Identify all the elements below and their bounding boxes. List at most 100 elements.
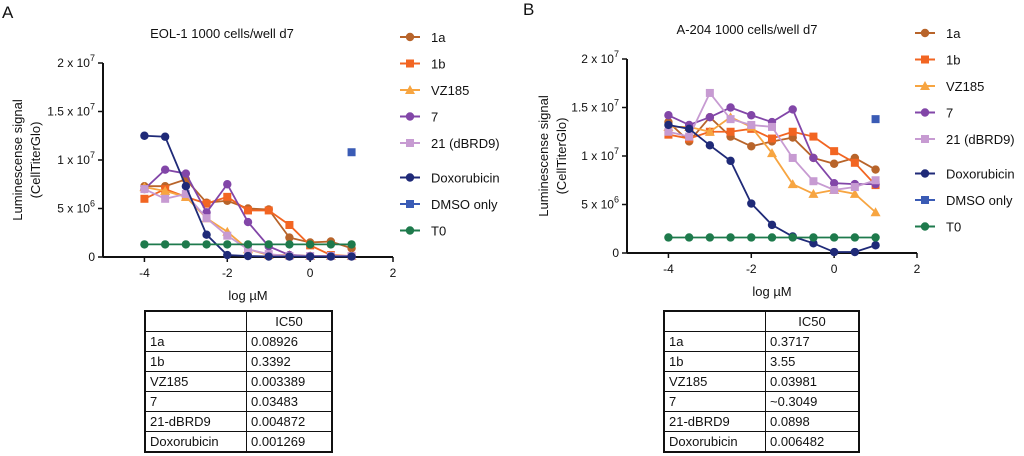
- panel-a: A EOL-1 1000 cells/well d7 -4 -2 0 2 0 5 x 106 1…: [2, 3, 500, 303]
- data-point: [726, 103, 735, 112]
- series-t0: [664, 233, 880, 242]
- legend-label: 21 (dBRD9): [431, 136, 500, 151]
- ic50-value: 0.08926: [246, 331, 333, 352]
- legend-entry: T0: [915, 220, 961, 235]
- data-point: [202, 230, 211, 239]
- data-point: [767, 148, 777, 158]
- ic50-value: 0.006482: [765, 431, 860, 453]
- data-point: [726, 233, 735, 242]
- series-7: [664, 103, 880, 189]
- compound-name: 1b: [663, 351, 766, 372]
- compound-name: 1a: [144, 331, 247, 352]
- compound-name: [144, 310, 247, 332]
- legend-label: 7: [946, 106, 953, 121]
- legend-label: DMSO only: [431, 197, 498, 212]
- data-point: [244, 245, 252, 254]
- data-point: [809, 239, 818, 248]
- legend-entry: 1b: [400, 57, 445, 72]
- legend-entry: 1b: [915, 53, 960, 68]
- data-point: [685, 132, 694, 141]
- ic50-value: 0.001269: [246, 431, 333, 453]
- x-tick-label: -2: [746, 262, 757, 276]
- data-point: [767, 233, 777, 242]
- legend-marker: [921, 135, 929, 143]
- y-tick-label: 5 x 106: [57, 199, 95, 216]
- data-point: [726, 156, 735, 166]
- data-point: [160, 186, 171, 196]
- y-tick-label: 2 x 107: [581, 49, 619, 66]
- data-point: [181, 169, 191, 178]
- data-point: [347, 240, 356, 249]
- series-line: [668, 116, 877, 213]
- data-point: [871, 176, 880, 185]
- data-point: [726, 115, 735, 124]
- data-point: [767, 220, 777, 230]
- table-row: 1a 0.3717: [663, 331, 860, 352]
- data-point: [244, 206, 252, 215]
- compound-name: 1b: [144, 351, 247, 372]
- data-point: [809, 177, 818, 186]
- data-point: [829, 159, 839, 168]
- data-point: [285, 252, 294, 261]
- ic50-value: IC50: [246, 310, 333, 332]
- data-point: [160, 132, 170, 141]
- legend-marker: [920, 28, 930, 38]
- data-point: [788, 105, 797, 114]
- legend-entry: DMSO only: [400, 197, 498, 212]
- ic50-value: 3.55: [765, 351, 860, 372]
- legend-label: 7: [431, 110, 438, 125]
- x-tick-label: -4: [663, 262, 674, 276]
- table-row: 7 0.03483: [144, 391, 333, 412]
- data-point: [809, 132, 818, 141]
- table-row: 21-dBRD9 0.004872: [144, 411, 333, 432]
- data-point: [747, 111, 756, 120]
- legend-label: T0: [431, 224, 446, 239]
- legend-marker: [921, 55, 929, 64]
- y-tick-label: 0: [612, 246, 619, 260]
- data-point: [285, 220, 294, 229]
- ic50-value: ~0.3049: [765, 391, 860, 412]
- legend-marker: [920, 81, 930, 90]
- data-point: [347, 148, 356, 157]
- x-tick-label: 2: [914, 262, 921, 276]
- legend-entry: 7: [400, 110, 438, 125]
- ic50-value: IC50: [765, 310, 860, 332]
- legend-entry: Doxorubicin: [915, 167, 1015, 182]
- data-point: [181, 181, 191, 191]
- legend-label: Doxorubicin: [946, 167, 1015, 182]
- data-point: [664, 233, 673, 242]
- legend-marker: [405, 173, 415, 182]
- data-point: [264, 240, 273, 249]
- compound-name: VZ185: [144, 371, 247, 392]
- legend-label: DMSO only: [946, 193, 1013, 208]
- data-point: [140, 131, 149, 140]
- data-point: [850, 233, 860, 242]
- data-point: [829, 233, 839, 242]
- legend-entry: DMSO only: [915, 193, 1013, 208]
- data-point: [664, 127, 673, 136]
- data-point: [285, 233, 294, 242]
- panel-b: B A-204 1000 cells/well d7 -4 -2 0 2 0 5 x 106 1…: [523, 0, 1015, 299]
- data-point: [787, 179, 798, 189]
- y-tick-label: 1.5 x 107: [47, 102, 95, 119]
- legend-entry: Doxorubicin: [400, 171, 500, 186]
- legend-marker: [406, 200, 414, 208]
- x-axis-label: log µM: [228, 288, 267, 303]
- data-point: [264, 252, 273, 261]
- data-point: [684, 124, 694, 134]
- table-row: 1b 0.3392: [144, 351, 333, 372]
- x-tick-label: 0: [307, 266, 314, 280]
- ic50-value: 0.004872: [246, 411, 333, 432]
- compound-name: 1a: [663, 331, 766, 352]
- data-point: [870, 207, 881, 217]
- compound-name: 7: [144, 391, 247, 412]
- legend-marker: [405, 112, 415, 121]
- data-point: [347, 252, 356, 261]
- x-tick-label: 0: [831, 262, 838, 276]
- series-dmso-only: [347, 148, 356, 157]
- legend-marker: [921, 196, 929, 204]
- data-point: [664, 111, 673, 120]
- data-point: [160, 240, 170, 249]
